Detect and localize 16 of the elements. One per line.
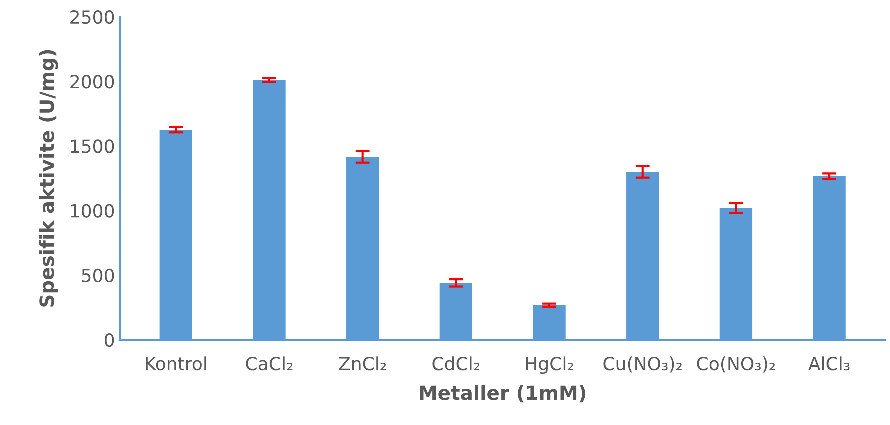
y-tick-label: 1000: [71, 204, 114, 218]
x-tick-label: Cu(NO₃)₂: [604, 356, 682, 373]
y-tick-label: 0: [104, 333, 114, 348]
x-tick-label: AlCl₃: [808, 356, 850, 371]
y-tick-label: 1500: [71, 140, 114, 154]
x-tick-label: HgCl₂: [526, 356, 574, 374]
x-tick-label: Co(NO₃)₂: [697, 356, 776, 373]
x-tick-label: ZnCl₂: [339, 356, 386, 371]
y-tick-label: 500: [82, 268, 114, 283]
y-tick-label: 2500: [70, 10, 114, 24]
y-axis-title: Spesifik aktivite (U/mg): [39, 50, 58, 307]
x-tick-label: CdCl₂: [432, 356, 480, 371]
x-axis-title: Metaller (1mM): [420, 385, 586, 403]
x-tick-label: CaCl₂: [246, 356, 293, 371]
x-tick-label: Kontrol: [146, 356, 206, 371]
y-tick-label: 2000: [70, 75, 114, 89]
